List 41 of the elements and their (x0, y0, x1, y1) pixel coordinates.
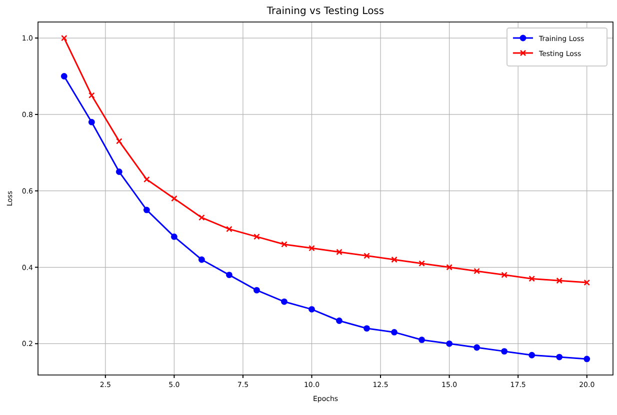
point (254, 286, 260, 294)
point (308, 306, 315, 312)
point (88, 92, 95, 98)
point (336, 318, 342, 324)
point (254, 234, 260, 240)
point (336, 248, 342, 256)
point (116, 168, 122, 175)
point (60, 34, 68, 42)
point (170, 234, 178, 240)
point (501, 272, 508, 278)
point (171, 195, 178, 202)
point (198, 256, 205, 263)
chart-title: Training vs Testing Loss (266, 6, 384, 17)
point (226, 226, 232, 232)
point (501, 348, 508, 355)
point (116, 138, 122, 144)
point (364, 325, 370, 332)
point (556, 277, 562, 284)
point (474, 344, 480, 351)
point (418, 260, 425, 267)
point (144, 176, 150, 183)
point (528, 276, 535, 282)
point (308, 245, 315, 252)
point (281, 298, 288, 305)
point (364, 252, 370, 259)
point (391, 256, 398, 263)
point (60, 73, 68, 80)
point (391, 329, 398, 336)
point (143, 206, 150, 214)
point (446, 264, 452, 270)
point (198, 214, 205, 221)
point (88, 118, 95, 126)
point (418, 336, 425, 344)
point (281, 241, 288, 248)
point (556, 354, 563, 360)
point (226, 272, 232, 278)
point (474, 268, 480, 274)
point (584, 279, 590, 286)
point (584, 356, 590, 362)
point (446, 340, 453, 347)
point (528, 352, 536, 358)
